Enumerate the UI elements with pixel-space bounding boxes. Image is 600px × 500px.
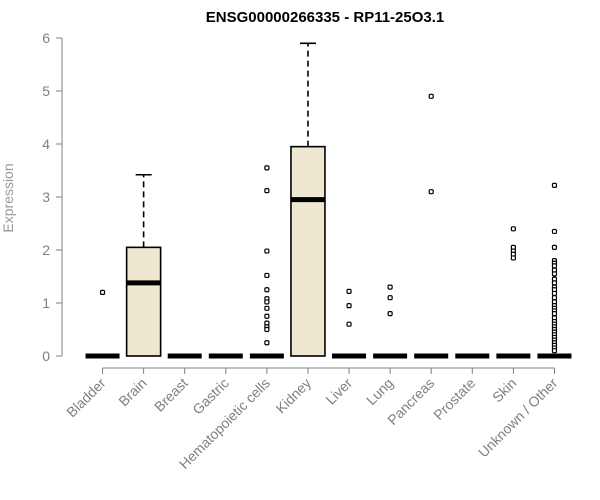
x-tick-label: Skin bbox=[489, 375, 520, 406]
y-axis: 0 1 2 3 4 5 6 bbox=[42, 30, 63, 364]
outlier-point bbox=[510, 255, 516, 261]
outlier-point bbox=[551, 271, 558, 277]
box-lung bbox=[373, 284, 408, 359]
outlier-point bbox=[264, 165, 270, 171]
boxes-group bbox=[85, 42, 572, 359]
y-tick-label: 5 bbox=[42, 83, 50, 99]
outlier-point bbox=[551, 244, 558, 250]
box-pancreas bbox=[414, 93, 449, 359]
box-hematopoietic-cells bbox=[249, 165, 284, 359]
box-kidney bbox=[290, 42, 326, 357]
outlier-point bbox=[551, 280, 558, 286]
x-tick-label: Lung bbox=[363, 375, 396, 408]
x-tick-label: Kidney bbox=[272, 375, 314, 417]
outlier-point bbox=[264, 340, 270, 346]
outlier-point bbox=[264, 248, 270, 254]
outlier-point bbox=[551, 263, 558, 269]
outlier-point bbox=[264, 188, 270, 194]
outlier-point bbox=[346, 321, 352, 327]
box-skin bbox=[496, 226, 531, 359]
outlier-point bbox=[264, 287, 270, 293]
outlier-point bbox=[387, 311, 393, 317]
outlier-point bbox=[551, 311, 558, 317]
outlier-point bbox=[346, 303, 352, 309]
y-tick-label: 3 bbox=[42, 189, 50, 205]
outlier-point bbox=[551, 182, 558, 188]
y-tick-label: 4 bbox=[42, 136, 50, 152]
y-tick-label: 1 bbox=[42, 295, 50, 311]
outlier-point bbox=[264, 313, 270, 319]
outlier-point bbox=[346, 288, 352, 294]
y-tick-label: 6 bbox=[42, 30, 50, 46]
x-tick-label: Prostate bbox=[430, 375, 478, 423]
outlier-point bbox=[387, 284, 393, 290]
x-tick-label: Breast bbox=[151, 375, 191, 415]
outlier-point bbox=[428, 93, 434, 99]
iqr-box bbox=[290, 145, 326, 357]
y-tick-label: 2 bbox=[42, 242, 50, 258]
x-tick-label: Brain bbox=[115, 375, 149, 409]
box-liver bbox=[332, 288, 367, 359]
x-tick-label: Liver bbox=[322, 375, 355, 408]
outlier-point bbox=[387, 295, 393, 301]
outlier-point bbox=[264, 299, 270, 305]
iqr-box bbox=[125, 246, 162, 357]
outlier-point bbox=[428, 189, 434, 195]
box-brain bbox=[125, 173, 162, 357]
y-tick-label: 0 bbox=[42, 348, 50, 364]
x-tick-label: Bladder bbox=[63, 375, 109, 421]
outlier-point bbox=[551, 290, 558, 297]
box-bladder bbox=[85, 289, 120, 359]
chart-title: ENSG00000266335 - RP11-25O3.1 bbox=[206, 9, 445, 26]
y-axis-label: Expression bbox=[0, 163, 16, 232]
outlier-point bbox=[551, 348, 558, 354]
outlier-point bbox=[551, 228, 558, 235]
outlier-point bbox=[551, 295, 558, 301]
outlier-point bbox=[510, 226, 516, 232]
outlier-point bbox=[264, 272, 270, 279]
outlier-point bbox=[99, 289, 106, 295]
box-unknown-other bbox=[537, 182, 572, 359]
outlier-point bbox=[264, 305, 270, 311]
outlier-point bbox=[264, 326, 270, 333]
